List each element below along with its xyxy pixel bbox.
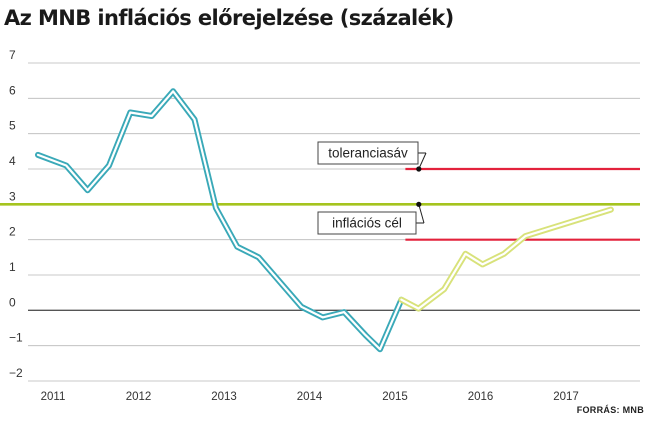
annotation-label: toleranciasáv xyxy=(328,146,408,161)
annotation-dot xyxy=(416,201,422,207)
y-tick-label: 7 xyxy=(9,48,16,62)
x-tick-label: 2015 xyxy=(382,391,408,403)
x-tick-label: 2012 xyxy=(126,391,152,403)
series-line-core xyxy=(36,90,403,351)
x-tick-label: 2011 xyxy=(41,391,66,403)
x-tick-label: 2013 xyxy=(211,391,237,403)
y-tick-labels: −2 −1 0 1 2 3 4 5 6 7 xyxy=(9,48,23,380)
y-tick-label: 3 xyxy=(9,189,16,203)
annotation-box xyxy=(317,211,417,235)
y-tick-label: 1 xyxy=(9,260,16,274)
y-tick-label: 0 xyxy=(9,295,16,309)
x-tick-label: 2017 xyxy=(553,391,579,403)
x-tick-labels: 2011 2012 2013 2014 2015 2016 2017 xyxy=(41,391,579,403)
y-tick-label: −1 xyxy=(9,331,23,345)
y-tick-label: 6 xyxy=(9,83,16,97)
series-line-outline xyxy=(398,206,614,312)
y-tick-label: 4 xyxy=(9,154,16,168)
annotation-label: inflációs cél xyxy=(332,216,402,231)
y-tick-label: 2 xyxy=(9,225,16,239)
chart-title: Az MNB inflációs előrejelzése (százalék) xyxy=(4,6,454,30)
annotation-leader xyxy=(418,152,427,170)
source-note: FORRÁS: MNB xyxy=(576,405,644,415)
annotation-leader xyxy=(418,204,425,224)
series-layer xyxy=(35,88,614,353)
series-line-core xyxy=(400,208,612,310)
annotation-box xyxy=(317,141,419,165)
y-tick-label: 5 xyxy=(9,119,16,133)
annotations-layer: toleranciasáv inflációs cél xyxy=(317,141,427,235)
x-tick-label: 2016 xyxy=(468,391,494,403)
x-tick-label: 2014 xyxy=(297,391,323,403)
y-tick-label: −2 xyxy=(9,366,23,380)
annotation-dot xyxy=(416,166,422,172)
